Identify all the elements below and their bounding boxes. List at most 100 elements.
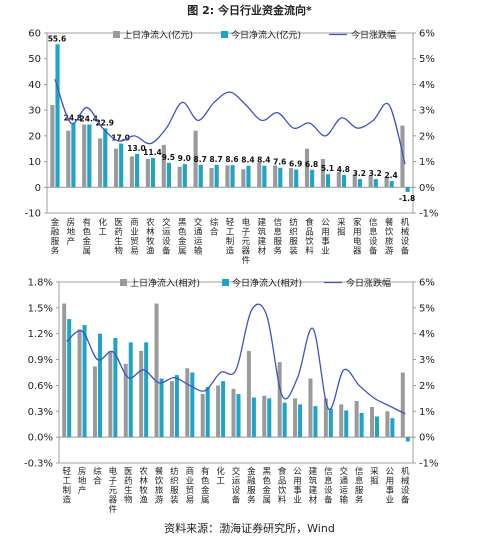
category-label-char: 林 [139, 476, 148, 487]
category-label-char: 建 [309, 466, 318, 477]
category-label-char: 织 [170, 476, 179, 487]
category-label-char: 牧 [146, 236, 155, 247]
bar-今日净流入(相对) [298, 404, 303, 438]
plot-frame [46, 32, 414, 214]
category-label-group: 综合 [210, 217, 219, 238]
category-label-char: 通 [194, 227, 203, 238]
bar-上日净流入(相对) [385, 411, 390, 438]
category-label-char: 料 [305, 246, 314, 257]
category-label-char: 信 [369, 217, 378, 228]
bar-今日净流入(亿元) [55, 44, 60, 188]
bar-今日净流入(亿元) [103, 128, 108, 188]
right-tick-label: 2% [419, 131, 435, 142]
bar-上日净流入(相对) [293, 398, 298, 438]
category-label-char: 采 [370, 466, 379, 477]
category-label-char: 公 [321, 218, 330, 228]
category-label-char: 工 [216, 477, 225, 487]
data-label: 9.5 [162, 153, 175, 162]
category-label-char: 金 [51, 217, 60, 228]
category-label-char: 合 [210, 227, 219, 238]
category-label-char: 公 [386, 467, 395, 477]
line-今日涨跌幅 [66, 303, 406, 415]
bar-上日净流入(相对) [108, 350, 113, 438]
category-label-char: 业 [293, 495, 302, 506]
data-label: 3.2 [353, 169, 366, 178]
category-label-char: 色 [263, 476, 272, 487]
category-label-char: 械 [401, 227, 410, 238]
category-label-char: 药 [124, 476, 133, 487]
category-label-char: 金 [178, 236, 187, 247]
bar-上日净流入(相对) [308, 378, 313, 438]
bar-今日净流入(相对) [128, 342, 133, 438]
category-label-char: 服 [273, 237, 282, 247]
category-label-char: 黑 [178, 218, 187, 228]
category-label-char: 产 [78, 485, 87, 496]
category-label-char: 材 [309, 495, 318, 506]
data-label: 55.6 [48, 34, 67, 43]
category-label-char: 渔 [139, 495, 148, 506]
category-label-char: 纺 [289, 217, 298, 228]
category-label-char: 息 [369, 227, 378, 238]
bar-上日净流入(亿元) [66, 130, 71, 188]
bar-今日净流入(相对) [221, 381, 226, 438]
category-label-char: 设 [162, 236, 171, 247]
category-label-char: 器 [242, 247, 251, 257]
category-label-group: 综合 [93, 466, 102, 487]
right-tick-label: 6% [419, 278, 435, 289]
right-tick-label: 1% [419, 407, 435, 418]
category-label-char: 属 [263, 496, 272, 506]
category-label-char: 旅 [155, 485, 164, 496]
legend-label: 上日净流入(相对) [130, 277, 200, 289]
category-label-char: 交 [339, 466, 348, 477]
category-label-char: 筑 [309, 476, 318, 487]
category-label-char: 金 [263, 485, 272, 496]
category-label-char: 元 [242, 237, 251, 247]
right-tick-label: 3% [419, 106, 435, 117]
category-label-char: 息 [355, 476, 364, 487]
category-label-char: 用 [353, 228, 362, 238]
category-label-char: 属 [178, 247, 187, 257]
bar-上日净流入(亿元) [320, 159, 325, 188]
bar-上日净流入(亿元) [289, 168, 294, 188]
left-tick-label: 0.9% [28, 355, 53, 366]
category-label-char: 交 [232, 466, 241, 477]
category-label-char: 纺 [170, 466, 179, 477]
category-label-char: 交 [162, 217, 171, 228]
category-label-char: 设 [324, 485, 333, 496]
category-label-char: 产 [67, 236, 76, 247]
category-label-char: 运 [162, 228, 171, 238]
category-label-char: 备 [401, 495, 410, 506]
category-label-char: 交 [194, 217, 203, 228]
category-label-char: 业 [186, 476, 195, 487]
bar-今日净流入(亿元) [373, 179, 378, 188]
data-label: 8.7 [194, 155, 207, 164]
category-label-char: 织 [289, 227, 298, 238]
bar-上日净流入(亿元) [82, 124, 87, 188]
category-label-char: 药 [114, 227, 123, 238]
line-今日涨跌幅 [54, 79, 406, 165]
category-label-char: 材 [258, 246, 267, 257]
page-title: 图 2: 今日行业资金流向* [187, 4, 312, 17]
category-label-char: 服 [247, 486, 256, 496]
right-tick-label: 2% [419, 381, 435, 392]
bar-今日净流入(亿元) [198, 164, 203, 188]
category-label-char: 械 [401, 476, 410, 487]
category-label-char: 采 [337, 217, 346, 228]
right-tick-label: 5% [419, 54, 435, 65]
category-label-char: 造 [226, 246, 235, 257]
category-label-char: 装 [289, 246, 298, 257]
category-label-char: 属 [201, 496, 210, 506]
category-label-char: 服 [289, 237, 298, 247]
bar-上日净流入(相对) [370, 406, 375, 438]
category-label-char: 造 [62, 495, 71, 506]
bar-今日净流入(亿元) [214, 164, 219, 188]
category-label-char: 料 [278, 495, 287, 506]
